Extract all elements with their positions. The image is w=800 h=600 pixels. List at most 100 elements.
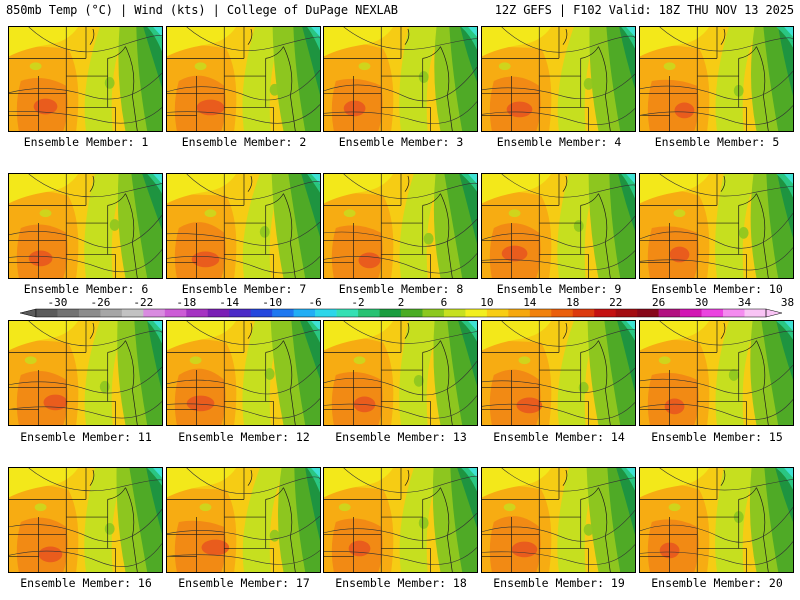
- colorbar-swatch: [744, 309, 767, 317]
- colorbar-swatch: [272, 309, 294, 317]
- colorbar-swatch: [164, 309, 187, 317]
- colorbar-swatch: [336, 309, 359, 317]
- colorbar-swatch: [100, 309, 123, 317]
- ensemble-map-panel: [166, 320, 321, 426]
- model-run-info: 12Z GEFS | F102 Valid: 18Z THU NOV 13 20…: [494, 3, 794, 17]
- colorbar-swatch: [229, 309, 252, 317]
- colorbar-tick-label: 2: [398, 296, 405, 309]
- colorbar-swatch: [78, 309, 101, 317]
- colorbar-swatch: [57, 309, 80, 317]
- ensemble-map-panel: [481, 467, 636, 573]
- temperature-field-map: [482, 27, 635, 131]
- colorbar-tick-label: 34: [738, 296, 752, 309]
- ensemble-map-panel: [639, 26, 794, 132]
- colorbar-max-arrow: [765, 308, 783, 318]
- ensemble-map-panel: [166, 173, 321, 279]
- ensemble-member-label: Ensemble Member: 20: [651, 576, 783, 590]
- ensemble-member-label: Ensemble Member: 13: [335, 430, 467, 444]
- ensemble-member-label: Ensemble Member: 2: [181, 135, 307, 149]
- ensemble-map-panel: [166, 26, 321, 132]
- ensemble-member-label: Ensemble Member: 12: [178, 430, 310, 444]
- colorbar-swatch: [315, 309, 337, 317]
- colorbar-tick-label: -2: [351, 296, 364, 309]
- ensemble-member-label: Ensemble Member: 9: [496, 282, 622, 296]
- temperature-field-map: [640, 27, 793, 131]
- ensemble-member-label: Ensemble Member: 8: [338, 282, 464, 296]
- temperature-field-map: [324, 27, 477, 131]
- colorbar-swatch: [658, 309, 681, 317]
- colorbar-tick-label: 38: [781, 296, 794, 309]
- ensemble-member-label: Ensemble Member: 16: [20, 576, 152, 590]
- temperature-field-map: [167, 321, 320, 425]
- temperature-field-map: [324, 321, 477, 425]
- ensemble-member-label: Ensemble Member: 18: [335, 576, 467, 590]
- colorbar-swatch: [36, 309, 58, 317]
- colorbar-tick-label: 18: [566, 296, 579, 309]
- colorbar-swatch: [401, 309, 423, 317]
- ensemble-map-panel: [481, 26, 636, 132]
- colorbar-tick-label: 22: [609, 296, 622, 309]
- temperature-field-map: [9, 27, 162, 131]
- colorbar-swatch: [594, 309, 617, 317]
- colorbar-swatch: [143, 309, 166, 317]
- temperature-field-map: [9, 174, 162, 278]
- ensemble-member-label: Ensemble Member: 19: [493, 576, 625, 590]
- ensemble-member-label: Ensemble Member: 6: [23, 282, 149, 296]
- colorbar-swatch: [680, 309, 702, 317]
- ensemble-member-label: Ensemble Member: 3: [338, 135, 464, 149]
- ensemble-map-panel: [639, 320, 794, 426]
- temperature-field-map: [640, 321, 793, 425]
- ensemble-member-label: Ensemble Member: 14: [493, 430, 625, 444]
- ensemble-member-label: Ensemble Member: 5: [654, 135, 780, 149]
- colorbar-swatch: [207, 309, 230, 317]
- colorbar-min-arrow: [19, 308, 37, 318]
- colorbar-swatch: [250, 309, 273, 317]
- colorbar-swatch: [529, 309, 552, 317]
- ensemble-member-label: Ensemble Member: 11: [20, 430, 152, 444]
- colorbar-tick-label: -26: [90, 296, 110, 309]
- ensemble-map-panel: [639, 173, 794, 279]
- ensemble-map-panel: [8, 26, 163, 132]
- colorbar-tick-label: 26: [652, 296, 665, 309]
- colorbar-tick-label: -6: [308, 296, 321, 309]
- temperature-field-map: [167, 468, 320, 572]
- ensemble-map-panel: [323, 467, 478, 573]
- colorbar-swatch: [422, 309, 445, 317]
- temperature-field-map: [9, 468, 162, 572]
- colorbar-tick-label: -14: [219, 296, 239, 309]
- ensemble-map-panel: [166, 467, 321, 573]
- colorbar-swatch: [723, 309, 745, 317]
- colorbar-tick-label: -10: [262, 296, 282, 309]
- colorbar-swatch: [572, 309, 595, 317]
- ensemble-map-panel: [481, 320, 636, 426]
- colorbar-swatch: [551, 309, 574, 317]
- colorbar-tick-label: -22: [133, 296, 153, 309]
- colorbar-tick-label: 30: [695, 296, 708, 309]
- temperature-field-map: [482, 321, 635, 425]
- temperature-field-map: [640, 468, 793, 572]
- temperature-field-map: [324, 174, 477, 278]
- colorbar-tick-label: 10: [480, 296, 493, 309]
- colorbar-swatch: [186, 309, 209, 317]
- ensemble-map-panel: [8, 320, 163, 426]
- ensemble-member-label: Ensemble Member: 7: [181, 282, 307, 296]
- ensemble-map-panel: [639, 467, 794, 573]
- temperature-field-map: [167, 174, 320, 278]
- ensemble-member-label: Ensemble Member: 4: [496, 135, 622, 149]
- ensemble-map-panel: [481, 173, 636, 279]
- colorbar-swatch: [121, 309, 144, 317]
- colorbar-swatch: [465, 309, 488, 317]
- colorbar-swatch: [293, 309, 316, 317]
- temperature-field-map: [640, 174, 793, 278]
- ensemble-map-panel: [8, 467, 163, 573]
- colorbar-swatch: [443, 309, 466, 317]
- colorbar-swatch: [637, 309, 659, 317]
- temperature-field-map: [167, 27, 320, 131]
- colorbar-swatch: [486, 309, 509, 317]
- ensemble-map-panel: [8, 173, 163, 279]
- temperature-field-map: [9, 321, 162, 425]
- colorbar-swatch: [379, 309, 402, 317]
- colorbar-tick-label: 14: [523, 296, 537, 309]
- colorbar-swatch: [508, 309, 531, 317]
- colorbar-swatch: [358, 309, 380, 317]
